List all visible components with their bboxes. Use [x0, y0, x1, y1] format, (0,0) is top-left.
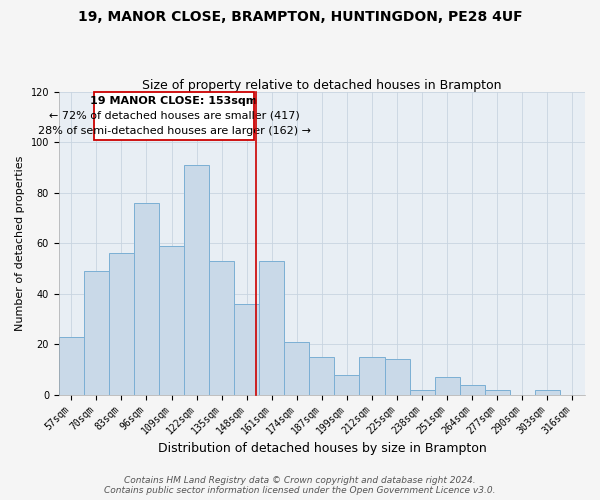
Bar [385, 360, 410, 394]
FancyBboxPatch shape [94, 92, 254, 140]
Bar [84, 271, 109, 394]
X-axis label: Distribution of detached houses by size in Brampton: Distribution of detached houses by size … [158, 442, 486, 455]
Bar [259, 261, 284, 394]
Bar [434, 377, 460, 394]
Bar [109, 254, 134, 394]
Bar [310, 357, 334, 395]
Bar [359, 357, 385, 395]
Bar [184, 165, 209, 394]
Bar [284, 342, 310, 394]
Text: 19 MANOR CLOSE: 153sqm: 19 MANOR CLOSE: 153sqm [91, 96, 257, 106]
Text: 28% of semi-detached houses are larger (162) →: 28% of semi-detached houses are larger (… [38, 126, 311, 136]
Text: Contains HM Land Registry data © Crown copyright and database right 2024.
Contai: Contains HM Land Registry data © Crown c… [104, 476, 496, 495]
Bar [485, 390, 510, 394]
Bar [59, 336, 84, 394]
Text: ← 72% of detached houses are smaller (417): ← 72% of detached houses are smaller (41… [49, 111, 299, 121]
Title: Size of property relative to detached houses in Brampton: Size of property relative to detached ho… [142, 79, 502, 92]
Bar [234, 304, 259, 394]
Y-axis label: Number of detached properties: Number of detached properties [15, 156, 25, 331]
Text: 19, MANOR CLOSE, BRAMPTON, HUNTINGDON, PE28 4UF: 19, MANOR CLOSE, BRAMPTON, HUNTINGDON, P… [77, 10, 523, 24]
Bar [334, 374, 359, 394]
Bar [209, 261, 234, 394]
Bar [535, 390, 560, 394]
Bar [159, 246, 184, 394]
Bar [134, 203, 159, 394]
Bar [460, 384, 485, 394]
Bar [410, 390, 434, 394]
